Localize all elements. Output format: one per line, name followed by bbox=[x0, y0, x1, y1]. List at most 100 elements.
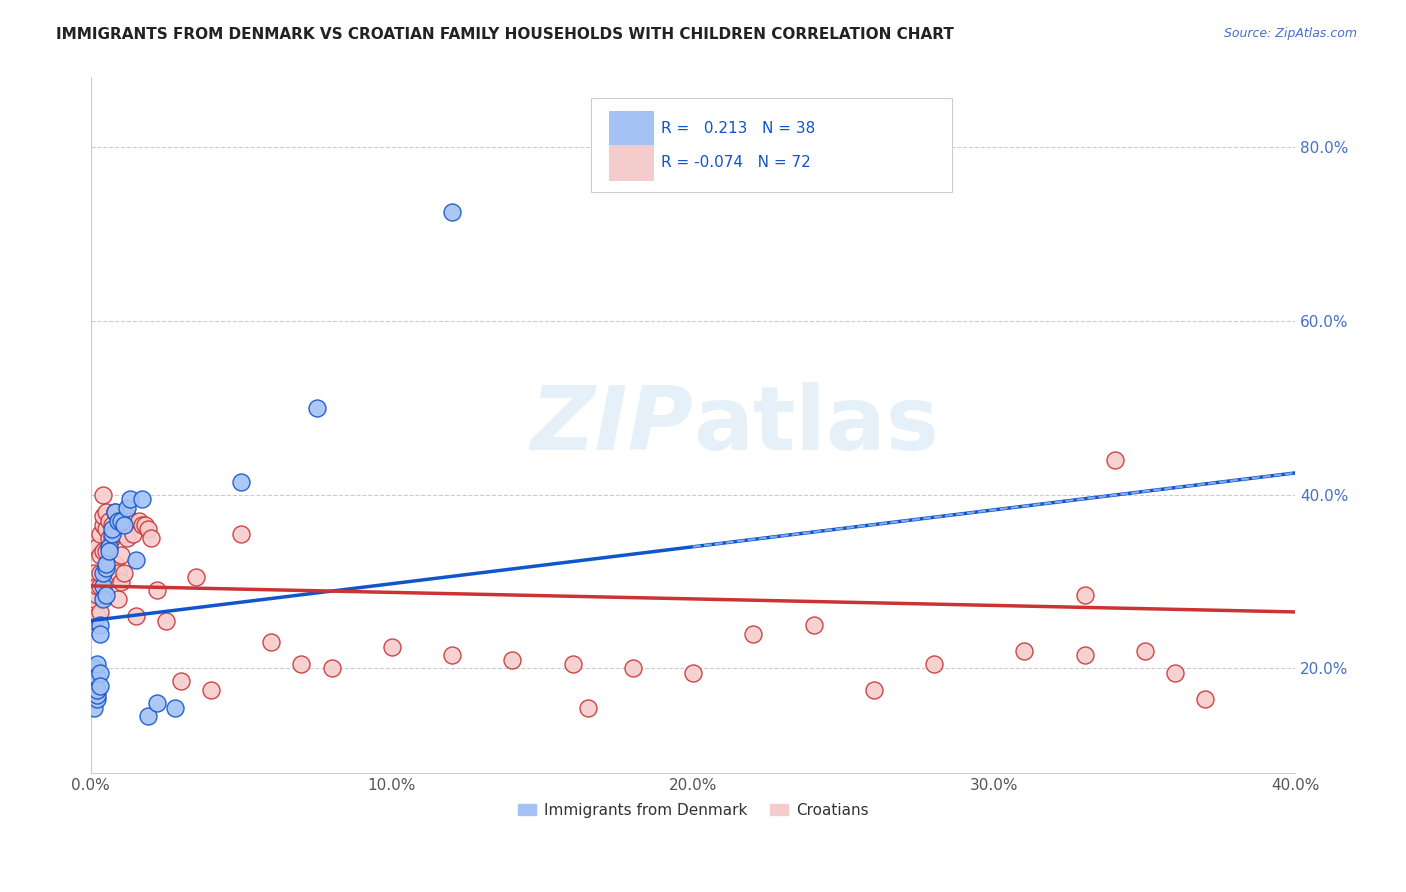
Point bbox=[146, 583, 169, 598]
Point bbox=[381, 640, 404, 654]
Point bbox=[139, 531, 162, 545]
FancyBboxPatch shape bbox=[591, 98, 952, 192]
Point bbox=[89, 605, 111, 619]
Point bbox=[128, 514, 150, 528]
Point bbox=[86, 691, 108, 706]
Point bbox=[305, 401, 328, 415]
Point bbox=[100, 522, 122, 536]
Point bbox=[922, 657, 945, 672]
Point bbox=[561, 657, 583, 672]
Point bbox=[89, 626, 111, 640]
FancyBboxPatch shape bbox=[609, 111, 654, 147]
Point bbox=[100, 531, 122, 545]
Point bbox=[86, 609, 108, 624]
Point bbox=[107, 566, 129, 580]
Point bbox=[1133, 644, 1156, 658]
Point bbox=[163, 700, 186, 714]
Point bbox=[97, 544, 120, 558]
Point bbox=[110, 514, 132, 528]
Point bbox=[118, 491, 141, 506]
Point bbox=[83, 683, 105, 698]
Point bbox=[576, 700, 599, 714]
Point bbox=[97, 514, 120, 528]
Point bbox=[86, 683, 108, 698]
Point bbox=[290, 657, 312, 672]
Point bbox=[104, 526, 127, 541]
Point bbox=[621, 661, 644, 675]
Point bbox=[112, 566, 135, 580]
Point bbox=[94, 522, 117, 536]
Point bbox=[83, 683, 105, 698]
Point bbox=[100, 526, 122, 541]
Point bbox=[83, 661, 105, 675]
Text: Source: ZipAtlas.com: Source: ZipAtlas.com bbox=[1223, 27, 1357, 40]
Point bbox=[146, 696, 169, 710]
Text: atlas: atlas bbox=[693, 382, 939, 468]
Point bbox=[94, 544, 117, 558]
Point bbox=[86, 683, 108, 698]
Point bbox=[112, 526, 135, 541]
Point bbox=[89, 566, 111, 580]
Point bbox=[1164, 665, 1187, 680]
Point bbox=[1073, 588, 1095, 602]
Point bbox=[83, 700, 105, 714]
Point bbox=[110, 574, 132, 589]
Point bbox=[231, 475, 253, 489]
Point bbox=[97, 561, 120, 575]
Point bbox=[155, 614, 177, 628]
Point bbox=[89, 579, 111, 593]
FancyBboxPatch shape bbox=[609, 145, 654, 181]
Point bbox=[94, 505, 117, 519]
Point bbox=[321, 661, 343, 675]
Point bbox=[89, 526, 111, 541]
Point bbox=[136, 709, 159, 723]
Point bbox=[125, 609, 148, 624]
Point bbox=[441, 648, 464, 663]
Text: R = -0.074   N = 72: R = -0.074 N = 72 bbox=[661, 155, 810, 169]
Point bbox=[83, 591, 105, 606]
Point bbox=[742, 626, 765, 640]
Legend: Immigrants from Denmark, Croatians: Immigrants from Denmark, Croatians bbox=[512, 797, 875, 824]
Point bbox=[97, 540, 120, 554]
Point bbox=[86, 670, 108, 684]
Point bbox=[131, 491, 153, 506]
Point bbox=[100, 518, 122, 533]
Point bbox=[83, 614, 105, 628]
Point bbox=[1073, 648, 1095, 663]
Point bbox=[115, 500, 138, 515]
Point bbox=[86, 657, 108, 672]
Point bbox=[170, 674, 193, 689]
Point bbox=[97, 531, 120, 545]
Point bbox=[441, 205, 464, 219]
Point bbox=[107, 591, 129, 606]
Point bbox=[1104, 453, 1126, 467]
Point bbox=[110, 549, 132, 563]
Point bbox=[107, 514, 129, 528]
Point bbox=[91, 544, 114, 558]
Point bbox=[260, 635, 283, 649]
Point bbox=[91, 579, 114, 593]
Point bbox=[104, 557, 127, 571]
Point bbox=[682, 665, 704, 680]
Point bbox=[94, 561, 117, 575]
Point bbox=[803, 618, 825, 632]
Point bbox=[115, 509, 138, 524]
Point bbox=[94, 588, 117, 602]
Point bbox=[231, 526, 253, 541]
Text: ZIP: ZIP bbox=[530, 382, 693, 468]
Text: IMMIGRANTS FROM DENMARK VS CROATIAN FAMILY HOUSEHOLDS WITH CHILDREN CORRELATION : IMMIGRANTS FROM DENMARK VS CROATIAN FAMI… bbox=[56, 27, 955, 42]
Point bbox=[89, 679, 111, 693]
Point bbox=[121, 526, 143, 541]
Point bbox=[104, 505, 127, 519]
Point bbox=[115, 531, 138, 545]
Point bbox=[862, 683, 884, 698]
Point bbox=[100, 566, 122, 580]
Point bbox=[118, 514, 141, 528]
Point bbox=[86, 579, 108, 593]
Point bbox=[125, 553, 148, 567]
Point bbox=[89, 618, 111, 632]
Point bbox=[91, 591, 114, 606]
Point bbox=[91, 518, 114, 533]
Point bbox=[83, 566, 105, 580]
Point bbox=[104, 505, 127, 519]
